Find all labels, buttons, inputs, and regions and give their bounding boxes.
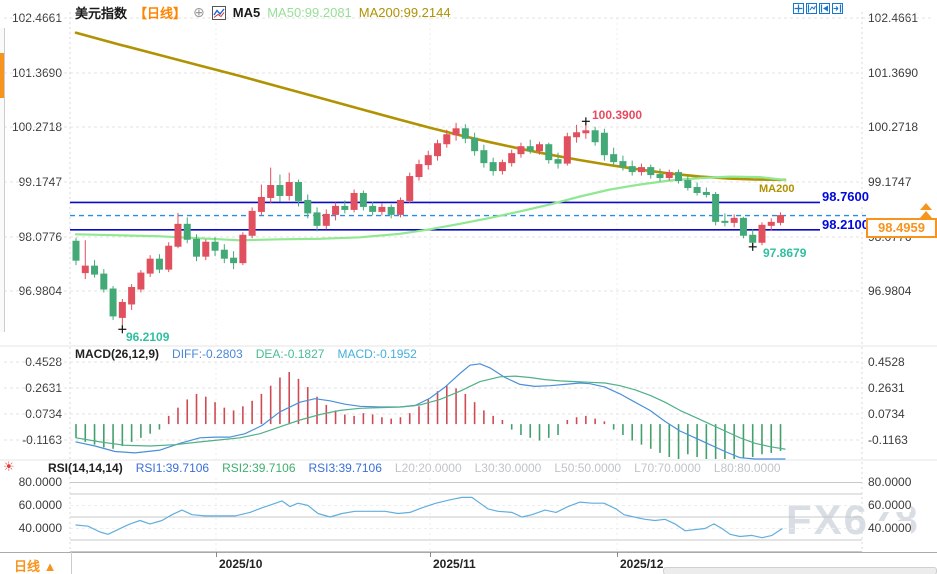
level-lines[interactable] (70, 201, 862, 231)
fit-time-axis-icon[interactable] (819, 3, 830, 14)
add-indicator-icon[interactable]: ⊕ (193, 4, 205, 20)
ma50-line (74, 175, 787, 242)
low-price-annotation: 96.2109 (126, 330, 170, 344)
macd-y-label-right: -0.1163 (868, 433, 908, 447)
rsi3-value: RSI3:39.7106 (308, 461, 382, 475)
macd-diff-line (75, 363, 786, 460)
rsi-y-label-left: 80.0000 (4, 475, 62, 489)
period-selector[interactable]: 日线 ▲ (14, 559, 57, 574)
macd-y-label-right: 0.4528 (868, 355, 905, 369)
recent-low-annotation: 97.8679 (763, 246, 807, 260)
main-y-label-right: 100.2718 (868, 120, 919, 134)
rsi-y-label-left: 40.0000 (4, 521, 62, 535)
horizontal-scrollbar[interactable] (663, 567, 937, 574)
chart-toolbar (793, 3, 843, 14)
macd-hist-value: MACD:-0.1952 (337, 347, 417, 361)
macd-histogram (75, 372, 782, 459)
rsi-header: RSI(14,14,14) RSI1:39.7106 RSI2:39.7106 … (48, 461, 781, 475)
macd-y-label-left: 0.4528 (4, 355, 62, 369)
rsi-l50: L50:50.0000 (554, 461, 622, 475)
level-line-label-2[interactable]: 98.2100 (820, 217, 871, 232)
time-axis-label: 2025/12 (620, 557, 664, 571)
sun-icon[interactable]: ☀ (3, 459, 15, 474)
rsi1-value: RSI1:39.7106 (135, 461, 210, 475)
rsi-y-label-right: 40.0000 (868, 521, 912, 535)
macd-dea-line (75, 375, 786, 450)
main-y-label-right: 96.9804 (868, 284, 912, 298)
rsi-l70: L70:70.0000 (634, 461, 701, 475)
macd-title: MACD(26,12,9) (75, 347, 160, 361)
main-y-label-left: 98.0776 (4, 230, 62, 244)
macd-y-label-left: 0.0734 (4, 407, 62, 421)
rsi2-value: RSI2:39.7106 (222, 461, 296, 475)
time-axis-label: 2025/10 (219, 557, 263, 571)
rsi-l30: L30:30.0000 (474, 461, 542, 475)
main-y-label-right: 101.3690 (868, 66, 919, 80)
rsi-l20: L20:20.0000 (394, 461, 462, 475)
chart-legend: 美元指数 【日线】 ⊕ MA5 MA50:99.2081 MA200:99.21… (75, 3, 451, 22)
time-axis-tick (617, 552, 618, 557)
macd-diff-value: DIFF:-0.2803 (172, 347, 243, 361)
chart-type-icon[interactable] (211, 5, 226, 20)
extreme-markers (118, 117, 757, 334)
symbol-name: 美元指数 (75, 6, 128, 21)
ma5-legend: MA5 (232, 5, 261, 20)
auto-scale-y-icon[interactable] (806, 3, 817, 14)
level-line-label-1[interactable]: 98.7600 (820, 189, 871, 204)
ma50-legend: MA50:99.2081 (267, 5, 352, 20)
rsi-l80: L80:80.0000 (713, 461, 781, 475)
gridlines (4, 12, 933, 552)
rsi-y-label-right: 60.0000 (868, 498, 912, 512)
time-axis-tick (216, 552, 217, 557)
go-to-latest-icon[interactable] (832, 3, 843, 14)
price-up-arrows-icon (920, 203, 932, 218)
macd-dea-value: DEA:-0.1827 (255, 347, 325, 361)
timeframe-label[interactable]: 【日线】 (134, 6, 187, 21)
high-price-annotation: 100.3900 (592, 108, 643, 122)
macd-header: MACD(26,12,9) DIFF:-0.2803 DEA:-0.1827 M… (75, 347, 417, 361)
rsi-title: RSI(14,14,14) (48, 461, 123, 475)
macd-y-label-right: 0.0734 (868, 407, 905, 421)
rsi-y-label-left: 60.0000 (4, 498, 62, 512)
ma200-legend: MA200:99.2144 (358, 5, 451, 20)
main-y-label-right: 99.1747 (868, 175, 912, 189)
bottom-divider (71, 552, 72, 574)
time-axis-label: 2025/11 (433, 557, 476, 571)
macd-y-label-left: 0.2631 (4, 381, 62, 395)
rsi-y-label-right: 80.0000 (868, 475, 912, 489)
bottom-separator (0, 552, 937, 553)
candlestick-series (72, 121, 785, 330)
macd-y-label-right: 0.2631 (868, 381, 905, 395)
rsi-line (75, 496, 783, 539)
current-price-tag: 98.4959 (866, 218, 937, 238)
crosshair-icon[interactable] (793, 3, 804, 14)
ma200-line-tag: MA200 (759, 183, 795, 195)
time-axis-tick (430, 552, 431, 557)
left-scroll-track[interactable] (0, 28, 5, 332)
left-scroll-thumb[interactable] (0, 53, 4, 98)
